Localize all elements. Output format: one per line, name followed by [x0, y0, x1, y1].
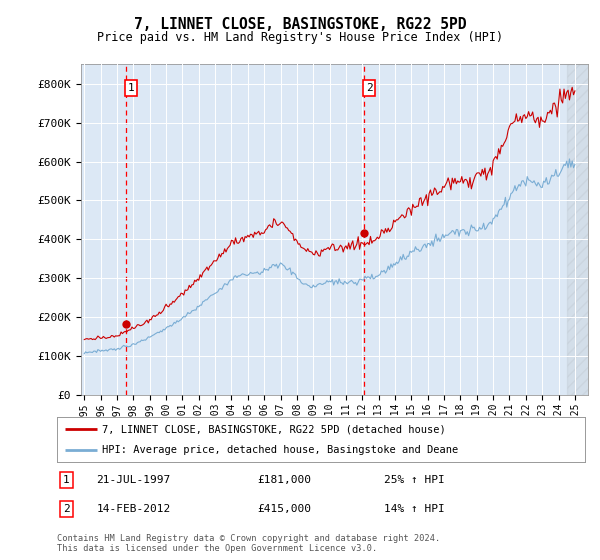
Text: 14-FEB-2012: 14-FEB-2012	[97, 504, 171, 514]
Text: 7, LINNET CLOSE, BASINGSTOKE, RG22 5PD: 7, LINNET CLOSE, BASINGSTOKE, RG22 5PD	[134, 17, 466, 31]
Text: 2: 2	[366, 83, 373, 93]
Text: 14% ↑ HPI: 14% ↑ HPI	[385, 504, 445, 514]
Text: 1: 1	[63, 475, 70, 485]
Text: HPI: Average price, detached house, Basingstoke and Deane: HPI: Average price, detached house, Basi…	[102, 445, 458, 455]
Text: £415,000: £415,000	[257, 504, 311, 514]
Text: Price paid vs. HM Land Registry's House Price Index (HPI): Price paid vs. HM Land Registry's House …	[97, 31, 503, 44]
Text: 7, LINNET CLOSE, BASINGSTOKE, RG22 5PD (detached house): 7, LINNET CLOSE, BASINGSTOKE, RG22 5PD (…	[102, 424, 446, 435]
Text: 1: 1	[128, 83, 134, 93]
Text: £181,000: £181,000	[257, 475, 311, 485]
Text: 21-JUL-1997: 21-JUL-1997	[97, 475, 171, 485]
Bar	[567, 64, 591, 395]
Text: Contains HM Land Registry data © Crown copyright and database right 2024.
This d: Contains HM Land Registry data © Crown c…	[57, 534, 440, 553]
Text: 2: 2	[63, 504, 70, 514]
Text: 25% ↑ HPI: 25% ↑ HPI	[385, 475, 445, 485]
